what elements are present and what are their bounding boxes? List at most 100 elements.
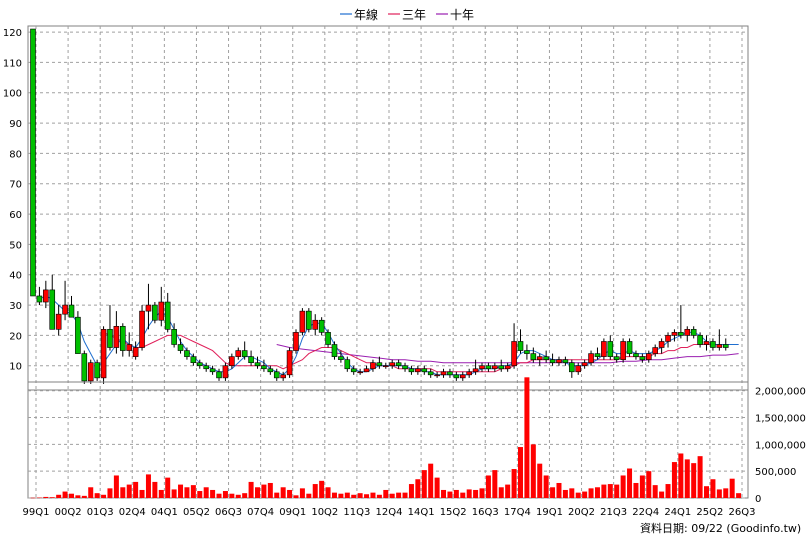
legend-label-year: 年線 (354, 7, 378, 22)
x-tick-label: 14Q1 (408, 507, 435, 518)
volume-bar (704, 486, 710, 498)
volume-bar (287, 489, 293, 498)
x-tick-label: 07Q4 (247, 507, 274, 518)
candle-body (613, 356, 620, 360)
volume-bar (120, 487, 126, 498)
volume-bar (678, 453, 684, 498)
price-tick-label: 100 (3, 89, 22, 100)
legend-label-3yr: 三年 (402, 8, 426, 22)
price-tick-label: 110 (3, 58, 22, 69)
x-tick-label: 06Q3 (215, 507, 242, 518)
price-tick-label: 20 (9, 331, 22, 342)
volume-bar (184, 487, 190, 498)
volume-bar (434, 477, 440, 498)
candle-body (459, 374, 466, 379)
candle-body (280, 374, 286, 379)
candle-body (312, 319, 319, 330)
volume-bar (415, 479, 421, 498)
candle-body (620, 341, 626, 360)
volume-bar (56, 494, 62, 498)
candle-body (485, 365, 492, 370)
volume-tick-label: 1,500,000 (755, 414, 806, 425)
x-tick-label: 09Q1 (279, 507, 306, 518)
candle-body (190, 356, 197, 363)
volume-bar (601, 484, 607, 498)
x-tick-label: 19Q1 (536, 507, 563, 518)
candle-body (100, 329, 107, 379)
volume-bar (562, 489, 568, 498)
volume-bar (594, 487, 600, 498)
candle-body (145, 304, 152, 312)
candle-body (68, 304, 75, 318)
volume-bar (665, 484, 671, 498)
candle-body (447, 371, 453, 376)
volume-bar (165, 477, 171, 498)
volume-bar (216, 493, 222, 498)
candle-body (376, 362, 383, 367)
candle-body (415, 368, 421, 373)
volume-bar (126, 484, 132, 498)
volume-tick-label: 2,000,000 (755, 387, 806, 398)
volume-bar (94, 493, 100, 498)
volume-bar (428, 463, 434, 498)
volume-bar (101, 494, 107, 498)
candle-body (710, 341, 716, 348)
price-panel: 10 20 30 40 50 60 70 80 90 100 110 120 (3, 25, 749, 498)
volume-bar (235, 494, 241, 498)
volume-bar (222, 491, 228, 498)
candle-body (601, 341, 607, 357)
volume-bar (646, 471, 652, 498)
candle-body (36, 295, 43, 303)
candle-body (671, 332, 678, 336)
volume-bar (485, 475, 491, 498)
candle-body (472, 368, 479, 373)
candle-body (164, 301, 171, 330)
volume-tick-label: 1,000,000 (755, 440, 806, 451)
volume-bar (344, 492, 350, 498)
x-tick-label: 10Q2 (311, 507, 338, 518)
volume-bar (178, 484, 184, 498)
price-tick-label: 90 (9, 119, 22, 130)
volume-bar (280, 487, 286, 498)
volume-bar (261, 484, 267, 498)
candle-body (184, 350, 190, 357)
candle-body (504, 365, 511, 370)
candle-body (267, 368, 274, 373)
candle-body (556, 359, 562, 363)
volume-bar (627, 468, 633, 498)
volume-bar (421, 470, 427, 498)
volume-bar (139, 489, 145, 498)
volume-bar (171, 489, 177, 498)
candle-body (216, 371, 222, 379)
volume-bar (659, 491, 665, 498)
candle-body (132, 347, 139, 357)
candle-body (273, 371, 280, 379)
legend-label-10yr: 十年 (450, 8, 474, 22)
volume-bar (716, 489, 722, 498)
volume-bar (402, 492, 408, 498)
volume-bar (505, 484, 511, 498)
candle-body (350, 368, 357, 373)
candle-body (382, 365, 389, 368)
candle-body (588, 353, 594, 364)
candle-body (107, 329, 113, 348)
candle-body (581, 362, 588, 367)
volume-bar (229, 493, 235, 498)
candle-body (171, 329, 177, 345)
candle-body (325, 332, 331, 345)
volume-bar (447, 491, 453, 498)
candle-body (562, 359, 569, 363)
price-tick-label: 10 (9, 362, 22, 373)
volume-bar (30, 497, 36, 499)
candle-body (665, 335, 671, 342)
candle-body (261, 365, 267, 370)
volume-bar (460, 492, 466, 498)
candle-body (536, 356, 543, 360)
volume-bar (517, 447, 523, 498)
volume-bar (197, 491, 203, 498)
x-tick-label: 15Q2 (440, 507, 467, 518)
candle-body (299, 310, 306, 333)
price-axis-ticks: 10 20 30 40 50 60 70 80 90 100 110 120 (3, 28, 22, 373)
volume-bar (479, 488, 485, 498)
